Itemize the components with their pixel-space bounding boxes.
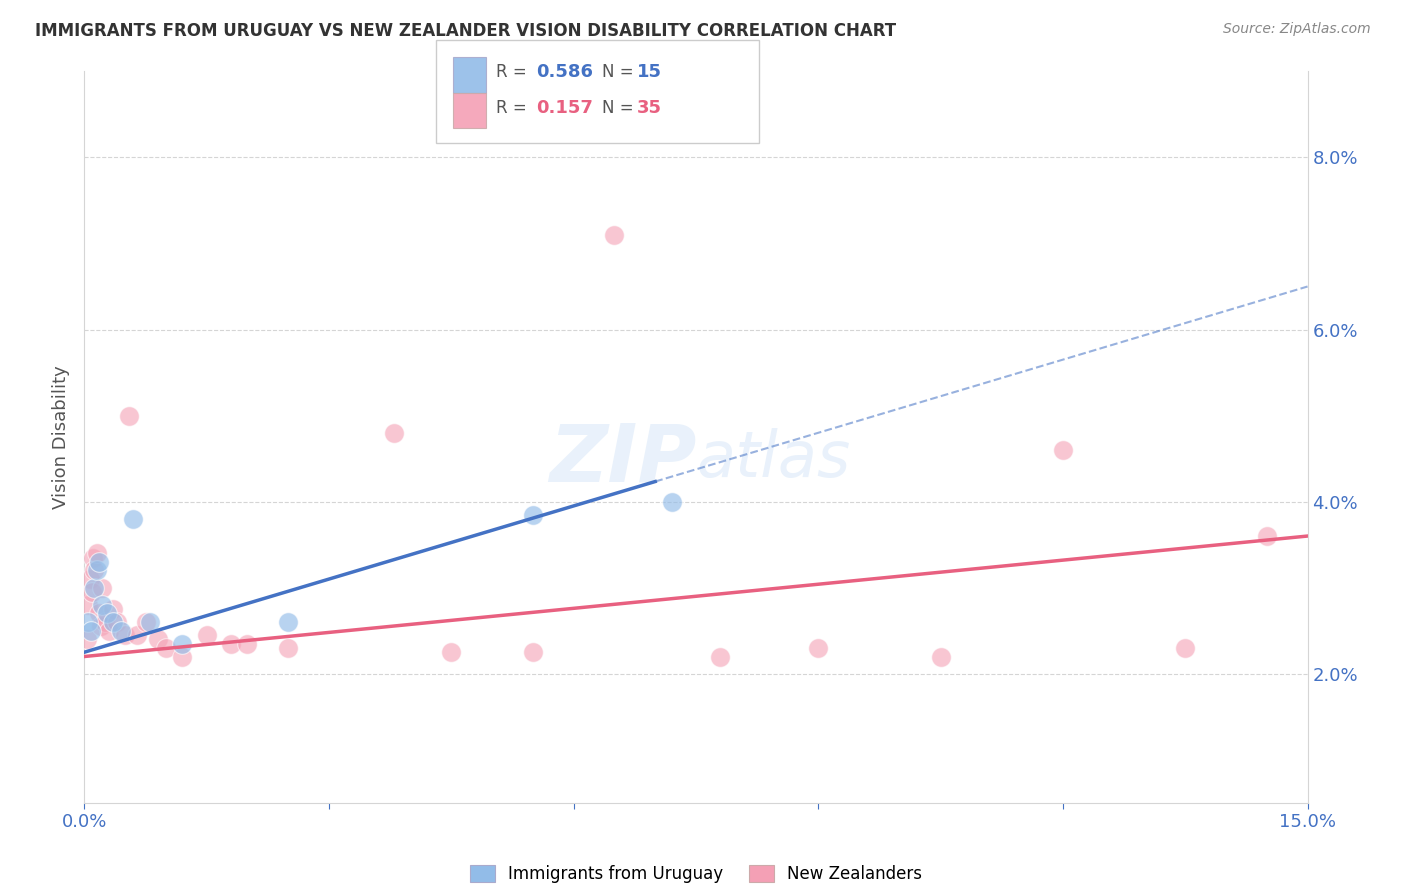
Point xyxy=(77,615,100,629)
Point xyxy=(90,619,112,633)
Point xyxy=(80,624,103,638)
Point xyxy=(83,564,105,578)
Text: 0.586: 0.586 xyxy=(536,63,593,81)
Point xyxy=(86,564,108,578)
Point xyxy=(91,598,114,612)
Point xyxy=(96,607,118,621)
Point xyxy=(1174,640,1197,655)
Point xyxy=(522,645,544,659)
Point xyxy=(1256,529,1278,543)
Text: atlas: atlas xyxy=(696,428,851,490)
Point xyxy=(522,508,544,522)
Point xyxy=(440,645,463,659)
Point xyxy=(603,227,626,242)
Text: R =: R = xyxy=(496,63,533,81)
Point xyxy=(79,572,101,586)
Point xyxy=(138,615,160,629)
Point xyxy=(277,615,299,629)
Point xyxy=(91,581,114,595)
Point xyxy=(709,649,731,664)
Text: IMMIGRANTS FROM URUGUAY VS NEW ZEALANDER VISION DISABILITY CORRELATION CHART: IMMIGRANTS FROM URUGUAY VS NEW ZEALANDER… xyxy=(35,22,896,40)
Point xyxy=(114,628,136,642)
Point xyxy=(807,640,830,655)
Point xyxy=(122,512,145,526)
Point xyxy=(172,649,194,664)
Text: 0.157: 0.157 xyxy=(536,99,592,117)
Point xyxy=(101,615,124,629)
Point xyxy=(97,624,120,638)
Text: N =: N = xyxy=(602,63,638,81)
Point xyxy=(80,585,103,599)
Point xyxy=(661,494,683,508)
Point xyxy=(110,624,132,638)
Point xyxy=(195,628,218,642)
Point xyxy=(135,615,157,629)
Text: Source: ZipAtlas.com: Source: ZipAtlas.com xyxy=(1223,22,1371,37)
Point xyxy=(127,628,149,642)
Point xyxy=(1052,442,1074,457)
Point xyxy=(86,546,108,560)
Text: R =: R = xyxy=(496,99,533,117)
Text: 15: 15 xyxy=(637,63,662,81)
Point xyxy=(87,555,110,569)
Point xyxy=(382,425,405,440)
Text: N =: N = xyxy=(602,99,638,117)
Point xyxy=(219,637,242,651)
Point xyxy=(87,607,110,621)
Point xyxy=(929,649,952,664)
Point xyxy=(77,598,100,612)
Point xyxy=(76,632,98,647)
Point xyxy=(101,602,124,616)
Point xyxy=(83,581,105,595)
Text: 35: 35 xyxy=(637,99,662,117)
Text: ZIP: ZIP xyxy=(548,420,696,498)
Point xyxy=(93,615,115,629)
Point xyxy=(105,615,128,629)
Point xyxy=(118,409,141,423)
Point xyxy=(277,640,299,655)
Point xyxy=(82,550,104,565)
Point xyxy=(146,632,169,647)
Point xyxy=(155,640,177,655)
Point xyxy=(172,637,194,651)
Point xyxy=(236,637,259,651)
Y-axis label: Vision Disability: Vision Disability xyxy=(52,365,70,509)
Legend: Immigrants from Uruguay, New Zealanders: Immigrants from Uruguay, New Zealanders xyxy=(464,858,928,889)
